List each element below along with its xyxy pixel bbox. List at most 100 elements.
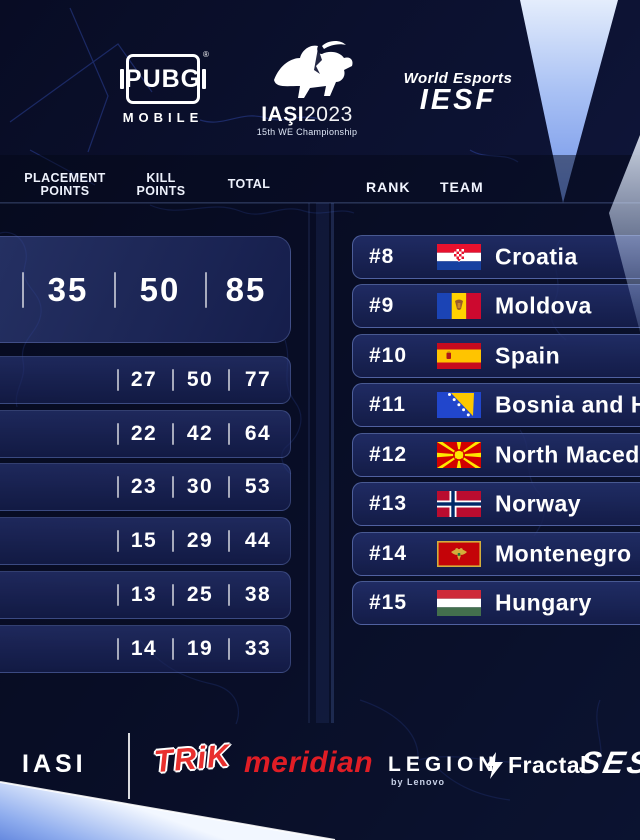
sponsor-meridian-logo: meridian — [244, 746, 374, 779]
column-divider — [172, 476, 174, 498]
header-line: KILL — [146, 171, 176, 185]
sponsor-iasi-logo: IASI — [22, 750, 87, 778]
placement-points-value: 23 — [130, 475, 158, 498]
rank-row-spain: #10 Spain — [352, 334, 640, 378]
featured-kill-points: 50 — [139, 270, 181, 308]
sponsor-trik-logo: TRiK — [152, 737, 232, 780]
points-row: 27 50 77 — [0, 356, 291, 404]
total-points-value: 77 — [244, 368, 272, 391]
header-line: POINTS — [40, 184, 90, 198]
wedge-graphic — [520, 0, 618, 203]
flag-bosnia-icon — [437, 392, 481, 418]
team-name: Spain — [495, 342, 561, 369]
light-streak — [308, 203, 310, 723]
column-divider — [117, 369, 119, 391]
points-row: 22 42 64 — [0, 410, 291, 458]
header-line: POINTS — [136, 184, 186, 198]
footer-divider — [128, 733, 130, 799]
team-name: Montenegro — [495, 540, 632, 567]
sponsor-legion-sublabel: by Lenovo — [391, 777, 446, 787]
total-points-value: 53 — [244, 475, 272, 498]
rank-row-norway: #13 Norway — [352, 482, 640, 526]
diagonal-band — [0, 782, 335, 840]
rank-value: #14 — [369, 542, 408, 565]
pubg-logo-text: PUBG — [124, 64, 202, 93]
team-name: North Macedonia — [495, 441, 640, 468]
total-header: TOTAL — [209, 178, 289, 191]
rank-header: RANK — [366, 179, 411, 195]
rank-value: #10 — [369, 344, 408, 367]
rank-value: #15 — [369, 591, 408, 614]
featured-points-row: 35 50 85 — [0, 236, 291, 343]
column-divider — [228, 423, 230, 445]
column-divider — [117, 638, 119, 660]
column-divider — [117, 423, 119, 445]
points-row: 13 25 38 — [0, 571, 291, 619]
kill-points-value: 29 — [186, 529, 214, 552]
column-divider — [117, 530, 119, 552]
event-name: IAŞI — [261, 103, 305, 126]
placement-points-value: 15 — [130, 529, 158, 552]
placement-points-value: 27 — [130, 368, 158, 391]
sponsor-fractal-logo: Fractal — [508, 752, 587, 778]
kill-points-value: 25 — [186, 583, 214, 606]
column-divider — [228, 369, 230, 391]
team-name: Moldova — [495, 292, 592, 319]
column-divider — [172, 584, 174, 606]
flag-montenegro-icon — [437, 541, 481, 567]
column-divider — [228, 530, 230, 552]
rank-row-hungary: #15 Hungary — [352, 581, 640, 625]
rank-value: #11 — [369, 393, 406, 416]
column-divider — [172, 369, 174, 391]
column-divider — [117, 584, 119, 606]
column-divider — [117, 476, 119, 498]
kill-points-value: 30 — [186, 475, 214, 498]
light-streak — [316, 203, 329, 723]
team-name: Croatia — [495, 243, 578, 270]
event-year: 2023 — [304, 103, 353, 126]
event-subtitle: 15th WE Championship — [256, 127, 358, 137]
header-line: PLACEMENT — [24, 171, 106, 185]
rank-row-croatia: #8 Croatia — [352, 235, 640, 279]
column-divider — [172, 638, 174, 660]
column-divider — [228, 584, 230, 606]
column-divider — [205, 271, 207, 308]
kill-points-value: 42 — [186, 422, 214, 445]
diagonal-band-edge — [0, 781, 336, 840]
placement-points-header: PLACEMENT POINTS — [5, 172, 125, 198]
iesf-logo-text: IESF — [419, 84, 497, 116]
rank-value: #13 — [369, 492, 408, 515]
rank-row-bosnia: #11 Bosnia and Herzegovina — [352, 383, 640, 427]
flag-moldova-icon — [437, 293, 481, 319]
header-line: TOTAL — [227, 177, 271, 191]
flag-north-macedonia-icon — [437, 442, 481, 468]
column-divider — [172, 423, 174, 445]
column-divider — [114, 271, 116, 308]
aurochs-bull-icon — [274, 40, 353, 98]
team-name: Norway — [495, 490, 582, 517]
placement-points-value: 14 — [130, 637, 158, 660]
event-logo-text: IAŞI2023 — [244, 103, 370, 127]
points-row: 15 29 44 — [0, 517, 291, 565]
points-row: 23 30 53 — [0, 463, 291, 511]
team-name: Hungary — [495, 589, 592, 616]
rank-value: #12 — [369, 443, 408, 466]
placement-points-value: 22 — [130, 422, 158, 445]
pubg-mobile-label: MOBILE — [122, 110, 204, 125]
flag-norway-icon — [437, 491, 481, 517]
header-divider-line — [0, 202, 640, 204]
kill-points-value: 50 — [186, 368, 214, 391]
total-points-value: 33 — [244, 637, 272, 660]
light-streak — [331, 203, 334, 723]
flag-croatia-icon — [437, 244, 481, 270]
rank-value: #9 — [369, 294, 395, 317]
featured-total-points: 85 — [225, 270, 267, 308]
column-divider — [228, 476, 230, 498]
placement-points-value: 13 — [130, 583, 158, 606]
column-divider — [22, 271, 24, 308]
total-points-value: 64 — [244, 422, 272, 445]
rank-value: #8 — [369, 245, 395, 268]
total-points-value: 38 — [244, 583, 272, 606]
rank-row-moldova: #9 Moldova — [352, 284, 640, 328]
